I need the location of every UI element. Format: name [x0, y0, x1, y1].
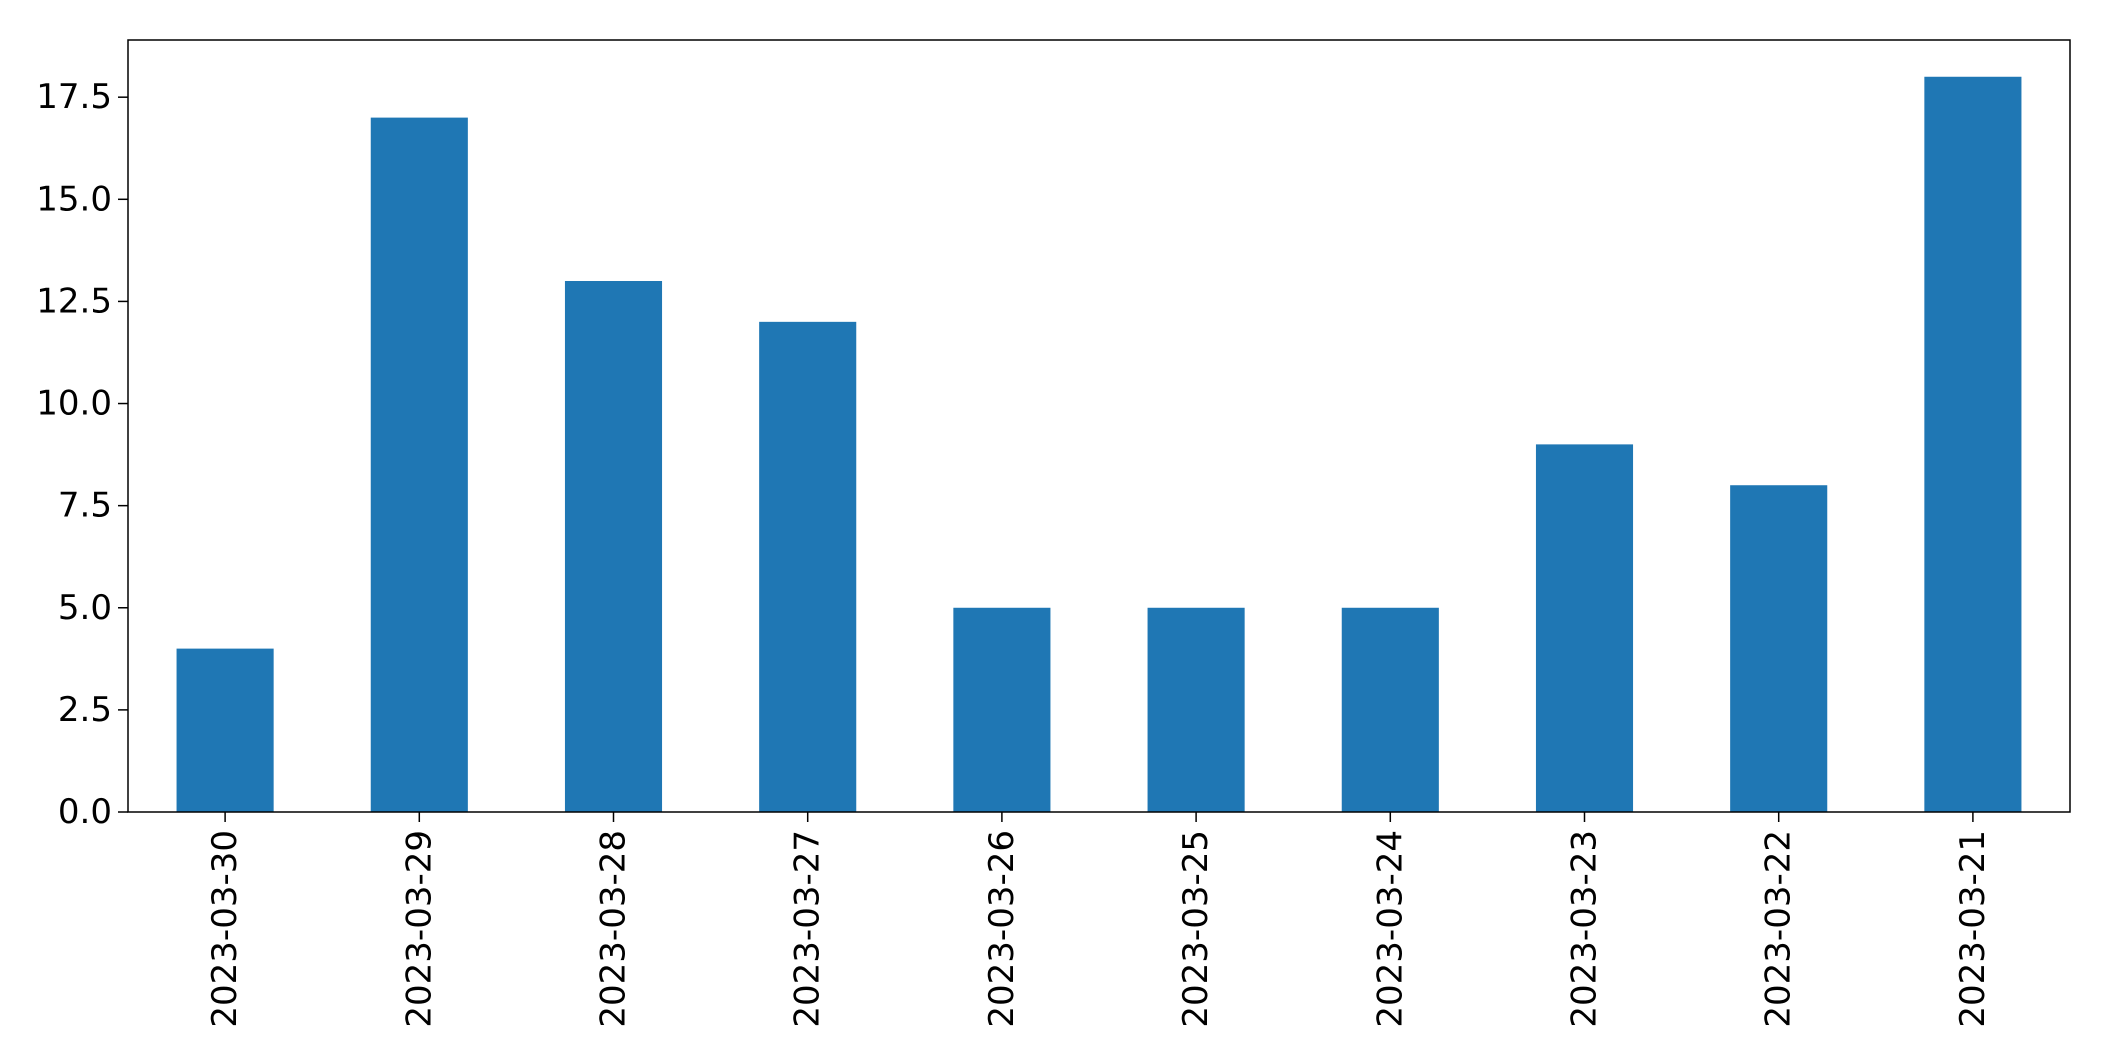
x-tick-label: 2023-03-22 [1759, 830, 1799, 1028]
bar-2023-03-28 [564, 280, 663, 812]
y-axis: 0.0 2.5 5.0 7.5 10.0 12.5 15.0 17.5 [36, 77, 128, 832]
x-tick-label: 2023-03-26 [982, 830, 1022, 1028]
bar-2023-03-21 [1924, 76, 2022, 812]
x-tick-label: 2023-03-25 [1176, 830, 1216, 1028]
y-tick-label: 12.5 [36, 281, 112, 321]
y-tick-label: 5.0 [58, 588, 112, 628]
plot-frame [127, 39, 2071, 813]
bar-2023-03-24 [1341, 607, 1439, 812]
x-tick-label: 2023-03-21 [1953, 830, 1993, 1028]
bar-2023-03-25 [1147, 607, 1245, 812]
y-tick-label: 7.5 [58, 486, 112, 526]
bar-2023-03-29 [370, 117, 468, 813]
x-tick-label: 2023-03-30 [205, 830, 245, 1028]
bar-2023-03-22 [1730, 485, 1828, 812]
bar-2023-03-30 [176, 648, 274, 812]
y-tick-label: 17.5 [36, 77, 112, 117]
x-tick-label: 2023-03-28 [594, 830, 634, 1028]
y-tick-label: 0.0 [58, 792, 112, 832]
x-tick-label: 2023-03-27 [788, 830, 828, 1028]
y-tick-label: 10.0 [36, 384, 112, 424]
bar-2023-03-26 [953, 607, 1051, 812]
x-tick-label: 2023-03-29 [399, 830, 439, 1028]
y-tick-label: 2.5 [58, 690, 112, 730]
bar-2023-03-27 [759, 321, 857, 812]
bars-layer [176, 76, 2022, 813]
y-tick-label: 15.0 [36, 179, 112, 219]
x-tick-label: 2023-03-23 [1565, 830, 1605, 1028]
x-tick-label: 2023-03-24 [1370, 830, 1410, 1028]
bar-2023-03-23 [1535, 444, 1634, 812]
x-axis: 2023-03-30 2023-03-29 2023-03-28 2023-03-27… [205, 812, 1993, 1028]
